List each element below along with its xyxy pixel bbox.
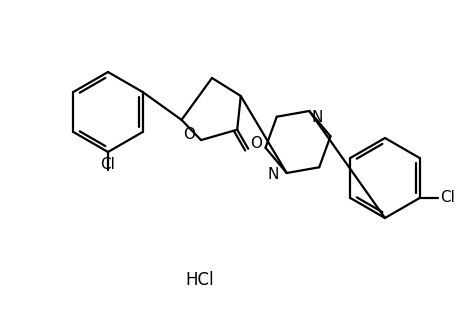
Text: Cl: Cl: [440, 191, 454, 206]
Text: N: N: [267, 166, 279, 182]
Text: O: O: [183, 127, 195, 142]
Text: Cl: Cl: [100, 157, 115, 172]
Text: HCl: HCl: [185, 271, 214, 289]
Text: N: N: [311, 110, 323, 125]
Text: O: O: [250, 136, 262, 151]
